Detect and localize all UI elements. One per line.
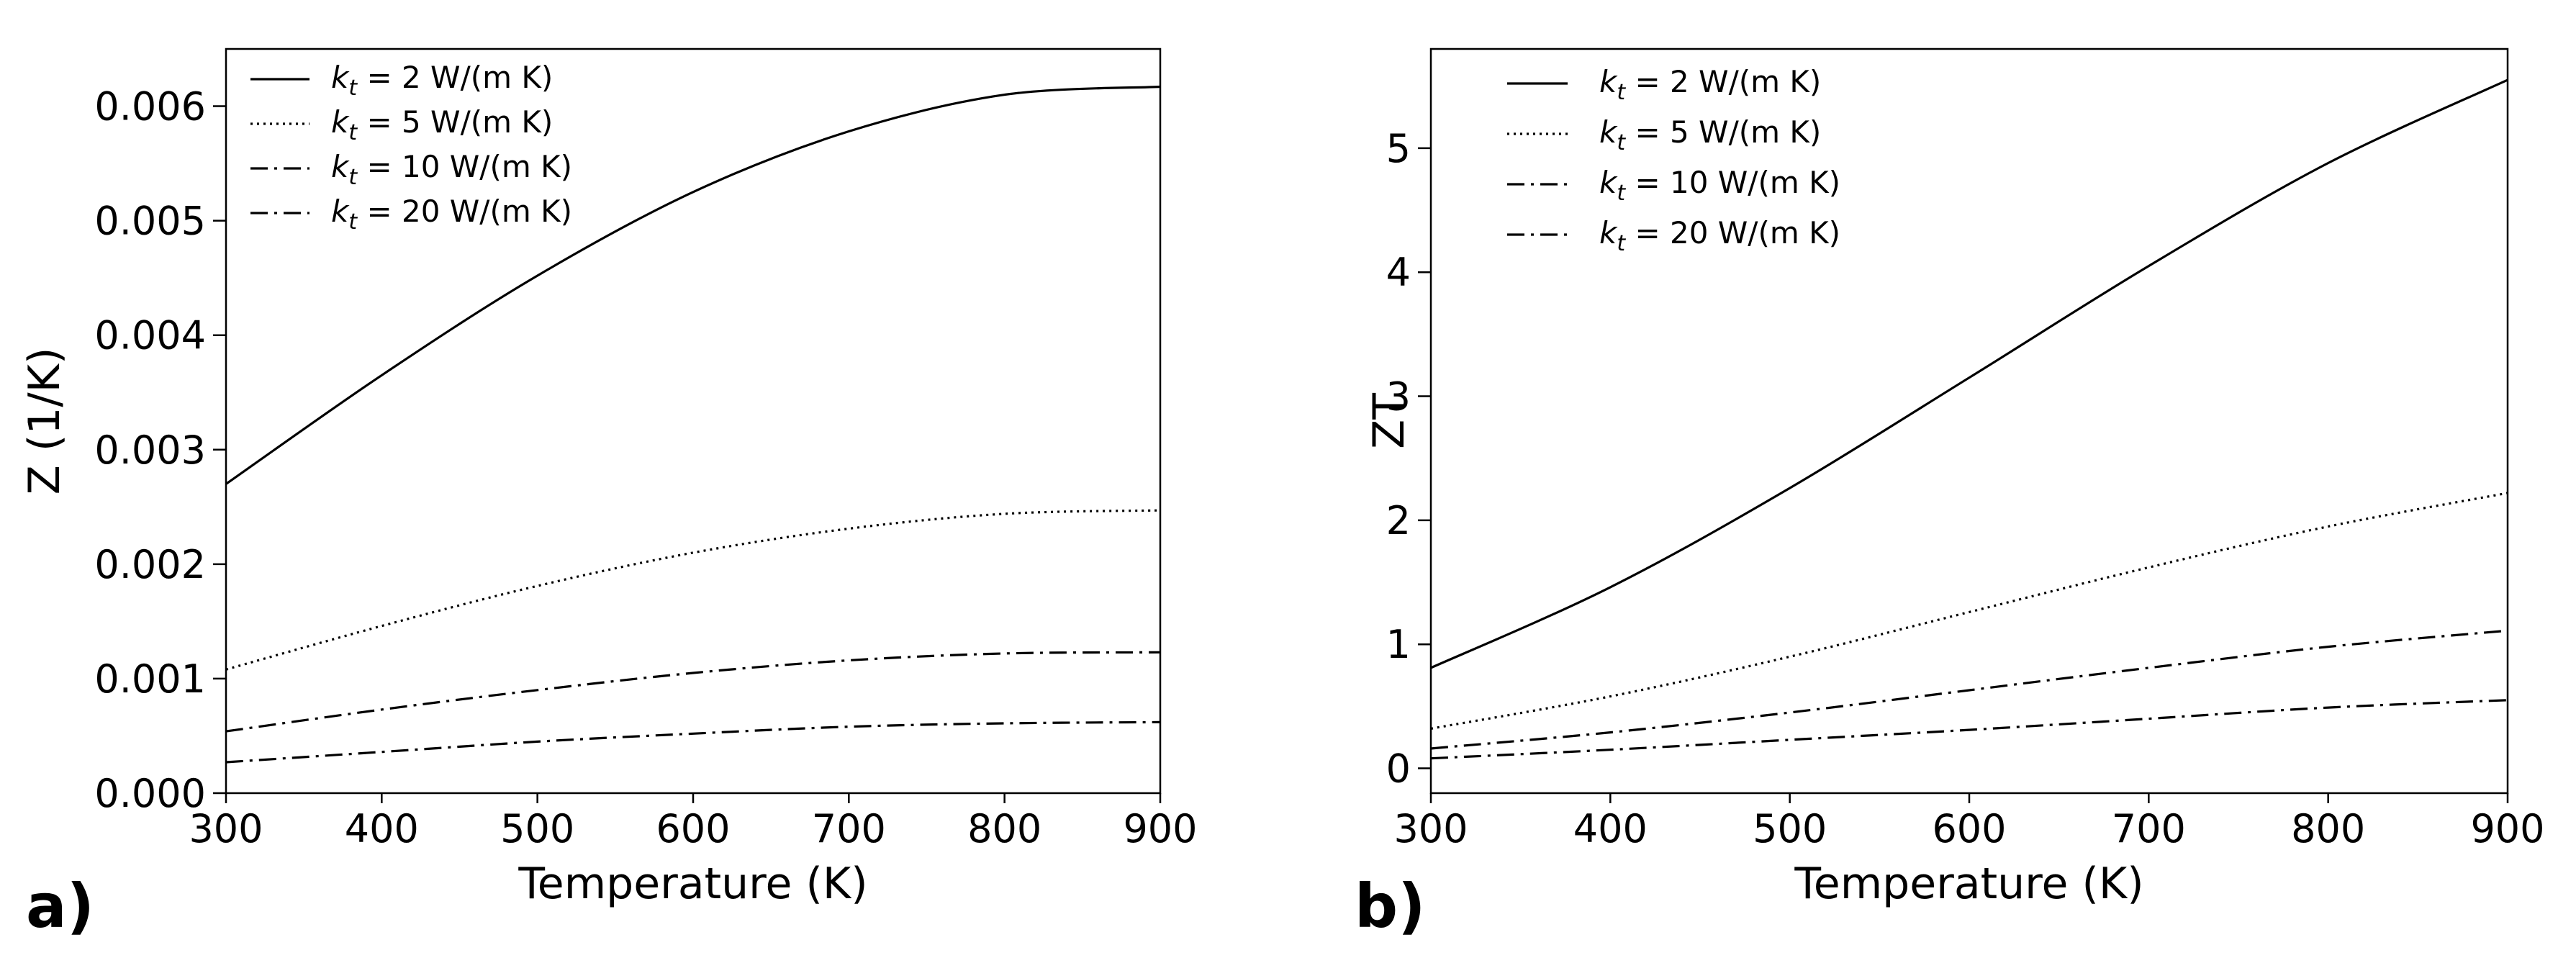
y-tick-label: 0.003 [94,428,206,473]
x-tick-label: 300 [189,806,263,851]
legend-symbol: k [1599,114,1618,150]
x-tick-label: 500 [500,806,574,851]
series-group [225,85,1161,764]
chart-panel-a: 300 400 500 600 700 800 900 0.000 0.001 0.002 0.00… [19,48,1198,941]
legend-entry-1: kt = 5 W/(m K) [331,104,553,145]
legend-entry-2: kt = 10 W/(m K) [1599,165,1840,206]
legend-subscript: t [1617,231,1626,256]
y-axis-label: ZT [1364,393,1414,449]
legend-label-text: = 20 W/(m K) [357,194,572,229]
x-tick-label: 900 [2470,806,2544,851]
legend-entry-2: kt = 10 W/(m K) [331,149,572,190]
x-tick-label: 300 [1393,806,1468,851]
legend-entry-1: kt = 5 W/(m K) [1599,114,1821,155]
legend-subscript: t [348,165,358,190]
legend-label-text: = 2 W/(m K) [357,60,553,95]
y-tick-label: 5 [1386,126,1411,171]
panel-label: b) [1355,871,1426,941]
chart-panel-b: 300 400 500 600 700 800 900 0 1 2 3 4 5 Temperature (… [1355,48,2545,941]
series-line-2 [1430,629,2508,750]
series-line-3 [225,720,1161,764]
x-tick-label: 500 [1753,806,1827,851]
x-axis-label: Temperature (K) [518,859,867,909]
legend-entry-3: kt = 20 W/(m K) [1599,215,1840,256]
x-tick-label: 800 [2291,806,2365,851]
legend: kt = 2 W/(m K)kt = 5 W/(m K)kt = 10 W/(m… [250,60,572,235]
y-tick-label: 2 [1386,498,1411,543]
series-line-0 [225,85,1161,485]
x-tick-label: 900 [1123,806,1197,851]
series-line-1 [1430,492,2508,730]
y-tick-label: 0.000 [94,771,206,816]
legend-symbol: k [331,149,350,184]
legend-subscript: t [1617,80,1626,105]
x-tick-label: 400 [1573,806,1648,851]
plot-frame [1429,48,2509,795]
series-line-3 [1430,699,2508,760]
x-tick-label: 600 [1932,806,2006,851]
legend-entry-0: kt = 2 W/(m K) [331,60,553,101]
y-tick-label: 0.002 [94,542,206,587]
x-tick-label: 600 [656,806,730,851]
series-line-1 [225,509,1161,671]
legend-subscript: t [348,76,358,101]
y-axis-label: Z (1/K) [19,348,70,495]
x-tick-label: 700 [2112,806,2186,851]
legend-subscript: t [348,120,358,145]
x-tick-label: 400 [345,806,419,851]
legend-symbol: k [331,60,350,95]
legend-symbol: k [1599,165,1618,200]
y-tick-label: 0 [1386,746,1411,792]
y-tick-label: 0.006 [94,84,206,130]
legend-subscript: t [1617,181,1626,206]
legend: kt = 2 W/(m K)kt = 5 W/(m K)kt = 10 W/(m… [1507,64,1840,256]
legend-subscript: t [348,209,358,235]
legend-entry-3: kt = 20 W/(m K) [331,194,572,235]
legend-symbol: k [331,194,350,229]
legend-symbol: k [1599,215,1618,250]
series-group [1430,78,2508,760]
legend-label-text: = 10 W/(m K) [1625,165,1840,200]
x-tick-label: 800 [967,806,1041,851]
panel-label: a) [26,871,94,941]
y-tick-label: 4 [1386,250,1411,295]
y-tick-label: 0.004 [94,313,206,358]
legend-label-text: = 2 W/(m K) [1625,64,1821,99]
y-tick-label: 0.001 [94,656,206,702]
series-line-2 [225,651,1161,733]
legend-symbol: k [331,104,350,140]
x-tick-label: 700 [812,806,886,851]
legend-label-text: = 5 W/(m K) [357,104,553,140]
legend-symbol: k [1599,64,1618,99]
series-line-0 [1430,78,2508,669]
y-tick-label: 0.005 [94,199,206,244]
legend-label-text: = 5 W/(m K) [1625,114,1821,150]
x-axis-label: Temperature (K) [1794,859,2143,909]
legend-label-text: = 20 W/(m K) [1625,215,1840,250]
legend-label-text: = 10 W/(m K) [357,149,572,184]
y-tick-label: 1 [1386,622,1411,667]
y-tick-label: 3 [1386,374,1411,420]
legend-subscript: t [1617,130,1626,155]
legend-entry-0: kt = 2 W/(m K) [1599,64,1821,105]
